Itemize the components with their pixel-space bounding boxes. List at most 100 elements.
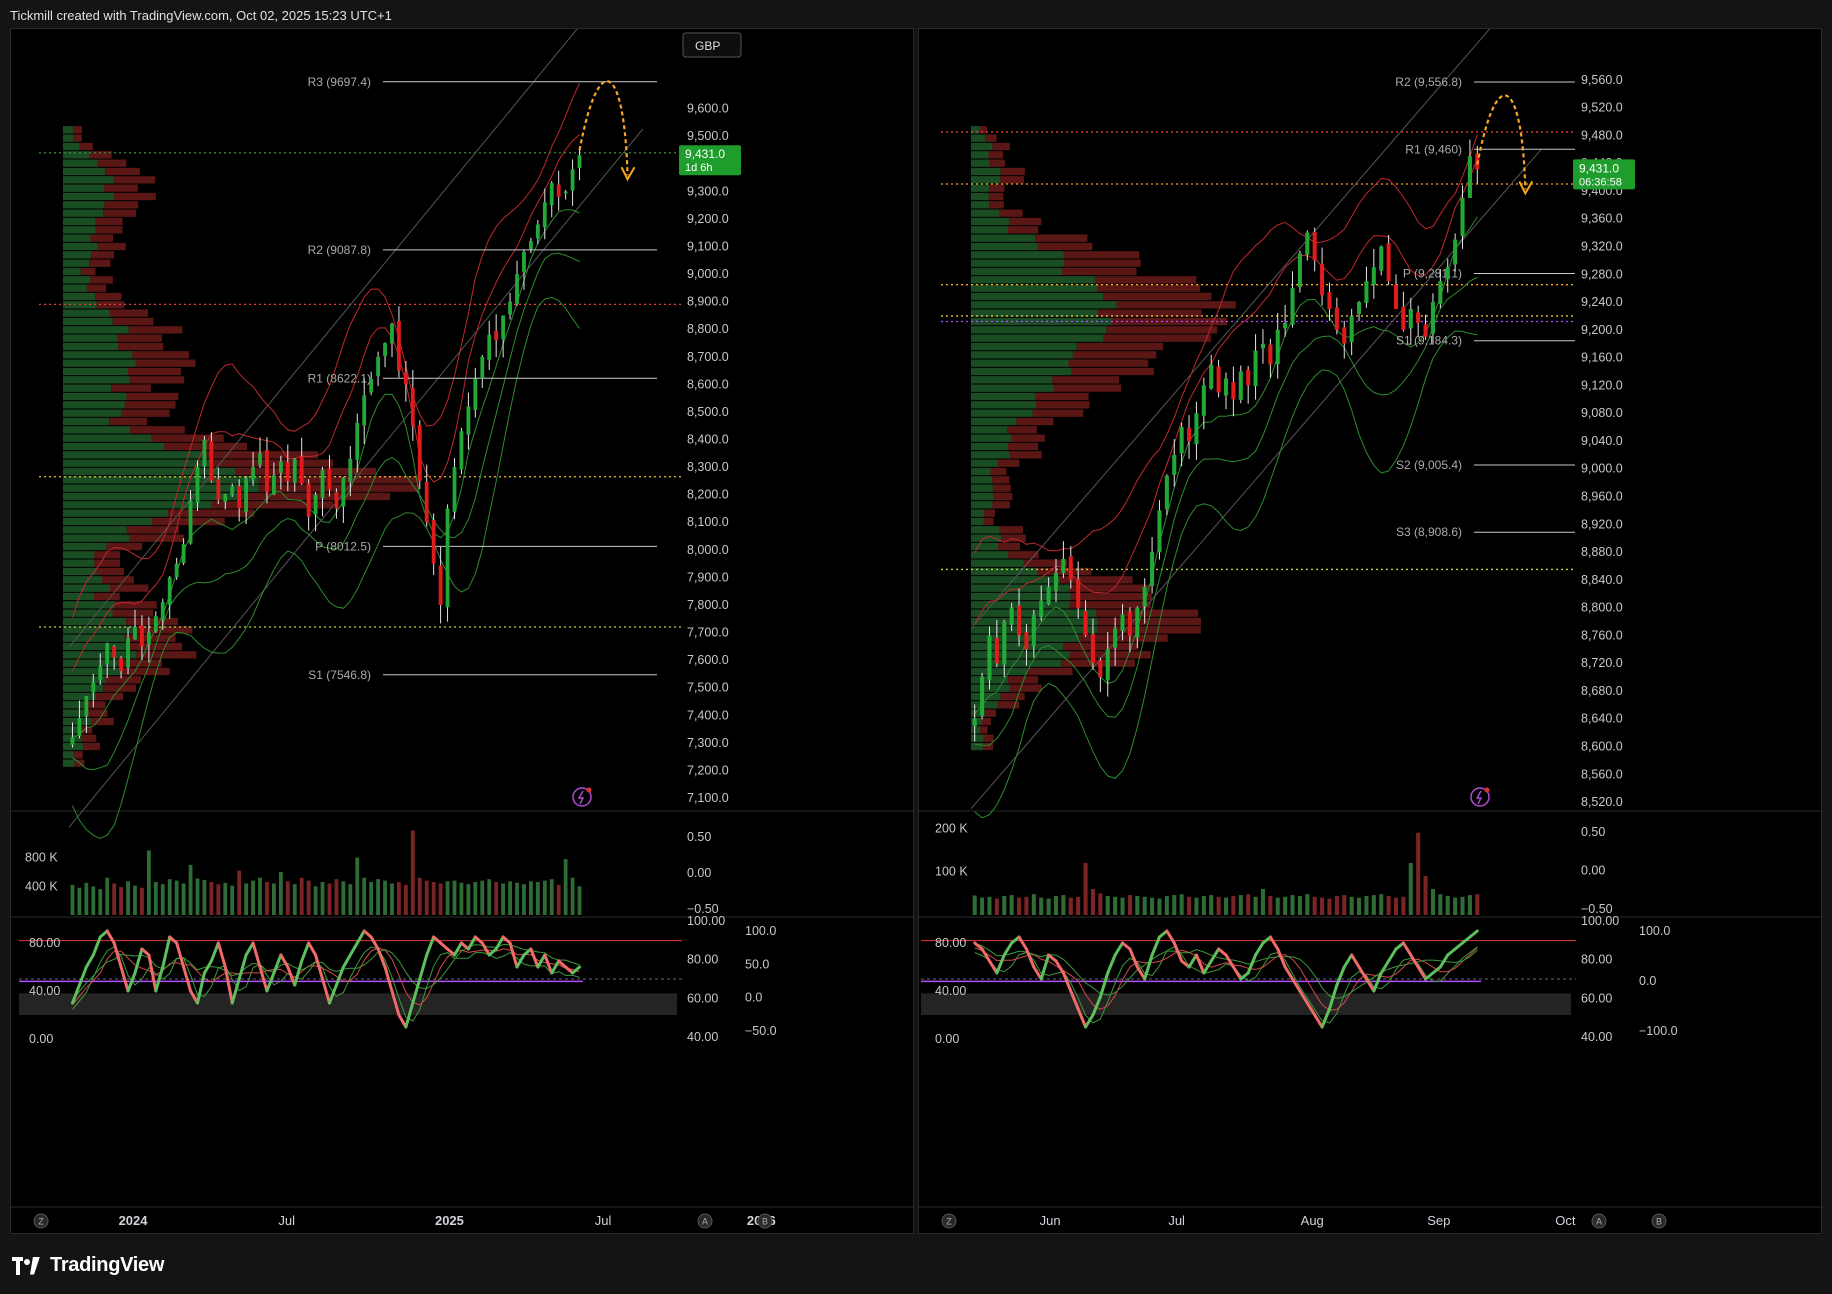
volume-profile-bar-up	[63, 476, 259, 484]
candle-down	[265, 449, 269, 492]
footer-bar: TradingView	[0, 1234, 1832, 1294]
volume-profile-bar-up	[63, 726, 80, 734]
scale-button-label: B	[762, 1217, 768, 1227]
volume-profile-bar-up	[971, 451, 1010, 459]
price-axis-tick: 9,000.0	[1581, 462, 1623, 476]
volume-bar	[397, 882, 401, 915]
chart-panel-left[interactable]: R3 (9697.4) R2 (9087.8) R1 (8622.1) P (8012…	[10, 28, 915, 1235]
last-price-value: 9,431.0	[685, 147, 725, 161]
stochastic-left-tick: 0.00	[29, 1032, 53, 1046]
volume-profile-bar-down	[86, 701, 106, 709]
candle-up	[181, 544, 186, 564]
volume-profile-bar-up	[971, 326, 1107, 334]
chart-right-svg[interactable]: R2 (9,556.8) R1 (9,460) P (9,281.1) S1 (9,1…	[919, 29, 1823, 1235]
scale-button-b[interactable]: B	[757, 1213, 773, 1229]
volume-profile-bar-down	[983, 734, 994, 742]
volume-bar	[535, 882, 540, 915]
stochastic-k-segment	[334, 965, 345, 987]
volume-profile-bar-up	[971, 351, 1073, 359]
volume-bar	[216, 884, 221, 915]
volume-profile-bar-up	[971, 176, 1001, 184]
volume-profile-bar-up	[971, 184, 990, 192]
candle-up	[1253, 350, 1258, 387]
candle-up	[348, 458, 353, 482]
chart-panel-right[interactable]: R2 (9,556.8) R1 (9,460) P (9,281.1) S1 (9,1…	[918, 28, 1823, 1235]
stochastic-left-tick: 0.00	[935, 1032, 959, 1046]
volume-profile-bar-up	[63, 459, 212, 467]
candle-down	[112, 646, 117, 658]
volume-profile-bar-down	[984, 709, 997, 717]
volume-profile-bar-down	[1116, 301, 1236, 309]
price-axis-tick: 8,960.0	[1581, 490, 1623, 504]
price-axis-tick: 8,500.0	[687, 405, 729, 419]
candle-down	[119, 658, 124, 672]
volume-bar	[1283, 896, 1288, 915]
scale-button-a[interactable]: A	[697, 1213, 713, 1229]
candle-down	[1320, 264, 1325, 296]
candle-up	[341, 478, 346, 507]
price-axis-tick: 9,500.0	[687, 129, 729, 143]
candle-down	[1083, 611, 1088, 636]
volume-profile-bar-up	[63, 259, 90, 267]
stochastic-right-tick: 60.00	[687, 991, 718, 1005]
price-axis-tick: 8,560.0	[1581, 767, 1623, 781]
volume-bar	[1238, 895, 1243, 915]
volume-profile-bar-down	[80, 267, 96, 276]
stochastic-secondary-tick: 0.0	[1639, 974, 1656, 988]
volume-profile-bar-up	[63, 167, 106, 176]
volume-bar	[119, 887, 124, 915]
volume-profile-bar-down	[1007, 426, 1037, 434]
volume-profile-bar-up	[971, 209, 1000, 217]
volume-profile-bar-up	[63, 567, 97, 576]
pivot-label: S1 (7546.8)	[308, 668, 371, 682]
volume-profile-bar-down	[103, 209, 137, 217]
candle-up	[126, 638, 130, 668]
stochastic-k-segment	[487, 947, 498, 957]
scale-button-a[interactable]: A	[1591, 1213, 1607, 1229]
volume-profile-bar-up	[63, 434, 152, 442]
price-axis-tick: 7,600.0	[687, 653, 729, 667]
price-axis-tick: 8,520.0	[1581, 795, 1623, 809]
volume-bar	[1090, 889, 1095, 915]
stochastic-k-segment	[1084, 1013, 1095, 1029]
candle-up	[70, 737, 75, 745]
stochastic-k-segment	[1239, 971, 1250, 981]
candle-down	[209, 441, 214, 481]
candle-up	[487, 334, 492, 360]
time-axis-tick: Sep	[1427, 1213, 1450, 1228]
volume-bar	[355, 857, 360, 915]
stochastic-k-segment	[168, 935, 179, 945]
volume-profile-bar-down	[104, 201, 139, 209]
candle-down	[1342, 327, 1347, 344]
stochastic-k-segment	[1010, 935, 1021, 945]
volume-bar	[1113, 896, 1118, 915]
stochastic-k-segment	[307, 941, 318, 957]
volume-bar	[167, 879, 172, 915]
volume-bar	[1179, 894, 1184, 915]
candle-down	[140, 625, 144, 647]
volume-bar	[237, 870, 242, 915]
stochastic-k-segment	[1209, 947, 1221, 963]
scale-button-b[interactable]: B	[1651, 1213, 1667, 1229]
scale-button-z[interactable]: Z	[941, 1213, 957, 1229]
volume-profile-bar-up	[63, 176, 114, 184]
forecast-arrow-head	[1518, 180, 1534, 196]
chart-left-svg[interactable]: R3 (9697.4) R2 (9087.8) R1 (8622.1) P (8012…	[11, 29, 915, 1235]
candle-down	[299, 456, 304, 484]
volume-profile-bar-up	[971, 417, 1017, 426]
volume-profile-bar-up	[971, 276, 1095, 284]
volume-profile-bar-up	[63, 451, 204, 459]
volume-profile-bar-down	[990, 467, 1007, 476]
stochastic-k-segment	[327, 983, 338, 1005]
price-axis-tick: 8,300.0	[687, 460, 729, 474]
tradingview-logo[interactable]: TradingView	[12, 1254, 164, 1277]
volume-profile-bar-down	[1096, 284, 1201, 292]
stochastic-k-segment	[1350, 953, 1361, 969]
volume-profile-bar-up	[971, 492, 994, 501]
last-price-countdown: 1d 6h	[685, 162, 713, 174]
volume-profile-bar-down	[136, 651, 197, 659]
stochastic-k-segment	[459, 941, 470, 951]
volume-bar	[1083, 863, 1088, 915]
volume-profile-bar-down	[1061, 659, 1135, 667]
scale-button-z[interactable]: Z	[33, 1213, 49, 1229]
